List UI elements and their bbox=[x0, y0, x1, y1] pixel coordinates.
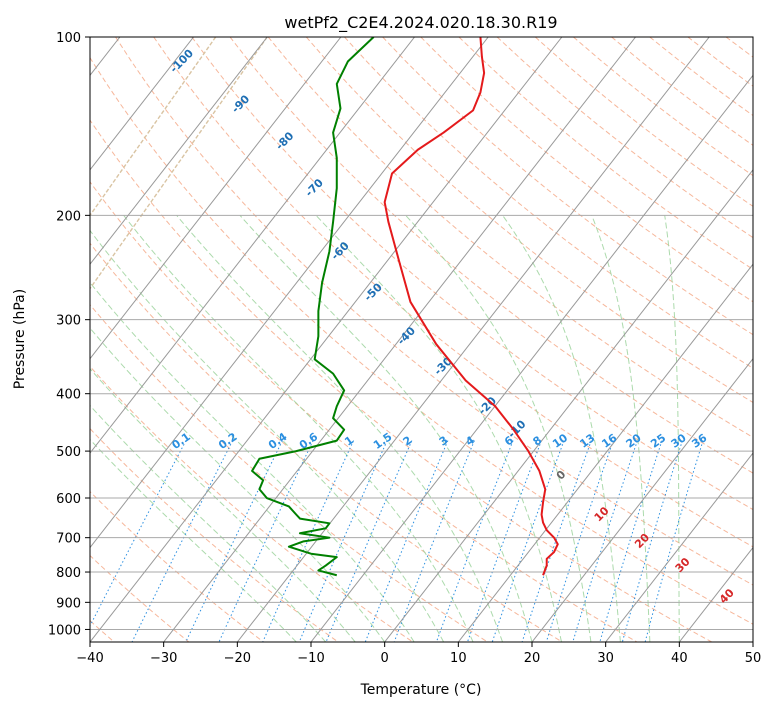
plot-frame bbox=[89, 36, 754, 643]
x-tick-label: −40 bbox=[76, 651, 103, 666]
moist-adiabat bbox=[315, 214, 562, 642]
moist-adiabat bbox=[664, 215, 680, 642]
moist-adiabat bbox=[591, 215, 651, 642]
y-tick-label: 400 bbox=[56, 388, 81, 403]
y-tick-label: 800 bbox=[56, 566, 81, 581]
mixing-ratio-line bbox=[393, 440, 475, 642]
y-tick-label: 900 bbox=[56, 596, 81, 611]
isotherm-line bbox=[236, 37, 710, 642]
plot-area bbox=[90, 37, 753, 642]
x-tick-label: −20 bbox=[224, 651, 251, 666]
mixing-ratio-line bbox=[491, 440, 565, 642]
axis-ticks: −40 −30 −20 −10 0 10 20 30 40 50 100 200 300 400 500 60… bbox=[48, 31, 761, 666]
dry-adiabat bbox=[382, 37, 753, 336]
dry-adiabat bbox=[90, 119, 712, 642]
moist-adiabat bbox=[502, 215, 621, 642]
isotherm-line bbox=[605, 452, 753, 642]
moist-adiabat bbox=[90, 438, 297, 642]
x-tick-label: 20 bbox=[524, 651, 541, 666]
x-tick-label: 10 bbox=[450, 651, 467, 666]
mixing-ratio-line bbox=[545, 440, 614, 642]
background-lines bbox=[90, 37, 753, 642]
chart-title: wetPf2_C2E4.2024.020.18.30.R19 bbox=[284, 13, 557, 33]
mixing-ratio-line bbox=[185, 440, 283, 642]
moist-adiabat bbox=[90, 327, 386, 642]
isotherm-line bbox=[90, 37, 563, 642]
mixing-ratio-line bbox=[325, 440, 413, 642]
dewpoint-profile-line bbox=[251, 37, 375, 577]
x-tick-label: 30 bbox=[597, 651, 614, 666]
y-tick-label: 100 bbox=[56, 31, 81, 46]
isotherm-line bbox=[90, 37, 268, 266]
isotherm-line bbox=[531, 357, 753, 642]
dry-adiabat bbox=[90, 554, 190, 642]
mixing-ratio-line bbox=[621, 440, 683, 642]
isotherm-line bbox=[90, 37, 415, 454]
isotherm-line bbox=[457, 263, 753, 642]
isotherm-line bbox=[90, 37, 489, 549]
dry-adiabat bbox=[267, 37, 753, 438]
x-tick-label: −10 bbox=[297, 651, 324, 666]
moist-adiabat bbox=[239, 215, 533, 642]
profile-series bbox=[251, 37, 559, 577]
dry-adiabat bbox=[90, 56, 753, 625]
y-tick-label: 500 bbox=[56, 445, 81, 460]
moist-adiabat bbox=[123, 215, 474, 642]
mixing-ratio-line bbox=[644, 440, 704, 642]
mixing-ratio-line bbox=[218, 440, 314, 642]
y-tick-label: 1000 bbox=[48, 623, 81, 638]
dry-adiabat bbox=[305, 37, 753, 404]
isotherm-line bbox=[384, 168, 753, 642]
dry-adiabat bbox=[90, 181, 638, 642]
moist-adiabat bbox=[90, 281, 415, 642]
isotherm-line bbox=[90, 37, 342, 360]
mixing-ratio-line bbox=[131, 440, 234, 642]
mixing-ratio-line bbox=[467, 440, 542, 642]
moist-adiabat bbox=[90, 367, 356, 642]
y-tick-label: 600 bbox=[56, 492, 81, 507]
mixing-ratio-line bbox=[435, 440, 514, 642]
dry-adiabat bbox=[153, 37, 753, 548]
dry-adiabat bbox=[90, 427, 339, 642]
x-axis-label: Temperature (°C) bbox=[360, 682, 482, 698]
x-tick-label: 0 bbox=[381, 651, 389, 666]
y-axis-label: Pressure (hPa) bbox=[12, 289, 28, 389]
mixing-ratio-line bbox=[572, 440, 638, 642]
moist-adiabat bbox=[90, 404, 327, 642]
dry-adiabat bbox=[90, 303, 488, 642]
dry-adiabat bbox=[420, 37, 753, 303]
dry-adiabat bbox=[115, 37, 753, 586]
mixing-ratio-line bbox=[599, 440, 663, 642]
moist-adiabat bbox=[176, 215, 504, 642]
isotherm-line bbox=[163, 37, 636, 642]
isotherm-line bbox=[310, 74, 753, 642]
y-tick-label: 300 bbox=[56, 314, 81, 329]
isotherm-line bbox=[90, 37, 194, 171]
y-tick-label: 200 bbox=[56, 209, 81, 224]
x-tick-label: 50 bbox=[745, 651, 762, 666]
temperature-profile-line bbox=[383, 37, 559, 576]
dry-adiabat bbox=[90, 242, 563, 642]
x-tick-label: −30 bbox=[150, 651, 177, 666]
moist-adiabat bbox=[90, 229, 445, 642]
dry-adiabat bbox=[344, 37, 753, 369]
mixing-ratio-line bbox=[521, 440, 592, 642]
x-tick-label: 40 bbox=[671, 651, 688, 666]
y-tick-label: 700 bbox=[56, 532, 81, 547]
mixing-ratio-line bbox=[298, 440, 388, 642]
mixing-ratio-line bbox=[90, 440, 187, 627]
